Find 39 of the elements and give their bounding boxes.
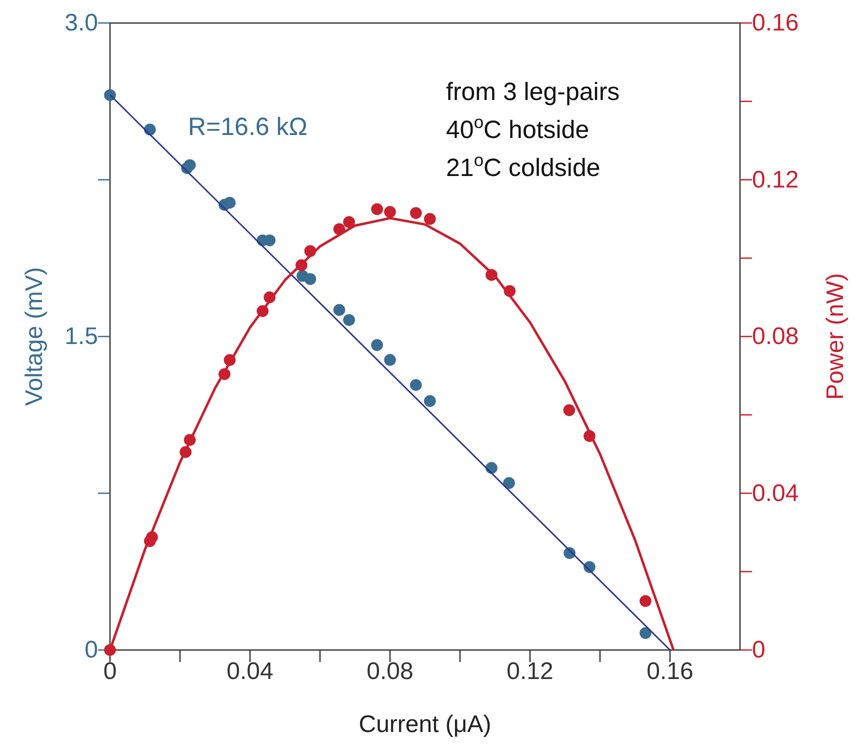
y2-tick-label: 0.08 — [752, 323, 799, 350]
annotation: from 3 leg-pairs — [446, 78, 620, 106]
point — [410, 207, 422, 219]
point — [104, 89, 116, 102]
point — [503, 477, 515, 489]
point — [410, 379, 422, 391]
x-tick-label: 0.16 — [646, 658, 694, 686]
annotation: R=16.6 kΩ — [188, 113, 308, 141]
point — [640, 595, 652, 607]
point — [343, 314, 355, 326]
point — [384, 354, 396, 366]
point — [563, 404, 576, 416]
point — [184, 159, 196, 172]
y2-tick-label: 0 — [752, 636, 766, 664]
y2-tick-label: 0.16 — [752, 10, 799, 37]
point — [424, 395, 436, 407]
point — [424, 213, 436, 225]
y-tick-label: 0 — [84, 636, 98, 664]
point — [304, 273, 316, 285]
y2-tick-label: 0.04 — [752, 480, 799, 507]
y2-tick-label: 0.12 — [752, 166, 799, 194]
point — [384, 206, 396, 218]
x-tick-label: 0.12 — [506, 658, 554, 686]
x-tick-label: 0.04 — [226, 658, 274, 686]
y-tick-label: 3.0 — [64, 10, 98, 37]
point — [640, 627, 652, 639]
y-axis-title: Voltage (mV) — [21, 267, 48, 406]
point — [371, 203, 383, 216]
point — [224, 196, 236, 209]
x-axis-title: Current (μA) — [358, 711, 492, 738]
x-tick-label: 0 — [103, 658, 117, 686]
annotation: 21$^{o}$C coldside — [446, 150, 600, 182]
y2-axis-title: Power (nW) — [822, 273, 849, 400]
y-tick-label: 1.5 — [64, 323, 98, 350]
point — [343, 216, 355, 228]
point — [333, 304, 346, 316]
annotation: 40$^{o}$C hotside — [446, 112, 590, 144]
point — [371, 339, 383, 351]
x-tick-label: 0.08 — [366, 658, 414, 686]
